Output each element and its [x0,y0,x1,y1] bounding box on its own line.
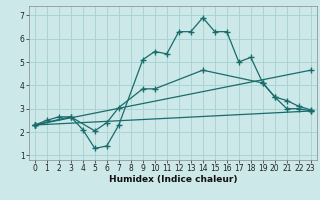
X-axis label: Humidex (Indice chaleur): Humidex (Indice chaleur) [108,175,237,184]
